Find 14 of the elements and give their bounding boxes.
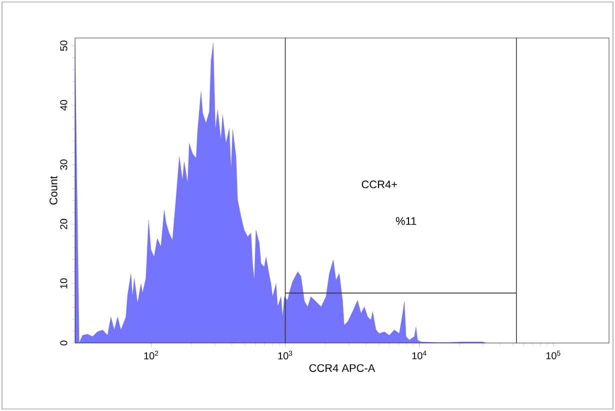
- x-tick-label: 10$^{3}$: [278, 350, 292, 360]
- y-tick-label: 10: [60, 278, 68, 288]
- annotation: %11: [396, 217, 416, 225]
- x-axis-title: CCR4 APC-A: [309, 364, 376, 372]
- y-axis-title: Count: [50, 176, 58, 205]
- y-tick-label: 20: [60, 218, 68, 230]
- y-tick-label: 50: [60, 40, 68, 51]
- y-tick-label: 40: [60, 100, 68, 110]
- y-tick-label: 30: [60, 159, 68, 170]
- x-tick-label: 10$^{4}$: [412, 350, 426, 360]
- annotation: CCR4+: [362, 180, 397, 188]
- x-tick-label: 10$^{5}$: [546, 350, 560, 360]
- x-tick-label: 10$^{2}$: [144, 350, 158, 360]
- y-tick-label: 0: [60, 340, 68, 346]
